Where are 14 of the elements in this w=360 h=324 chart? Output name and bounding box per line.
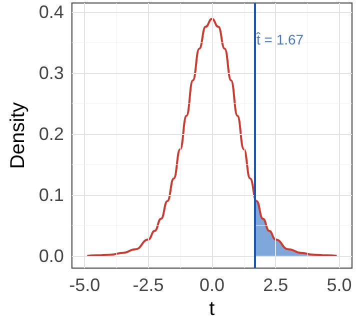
annotation: t̂ = 1.67: [255, 32, 304, 48]
y-tick-label: 0.1: [38, 184, 64, 205]
x-tick-label: 5.0: [326, 275, 352, 296]
line-series: [86, 18, 338, 257]
x-tick-label: -2.5: [132, 275, 164, 296]
x-tick-label: 0.0: [199, 275, 224, 296]
x-axis-title: t: [209, 298, 216, 320]
y-tick-label: 0.4: [38, 2, 64, 22]
x-tick-label: -5.0: [69, 275, 100, 296]
y-axis-title: Density: [7, 102, 29, 169]
y-tick-label: 0.3: [38, 63, 64, 84]
x-tick-label: 2.5: [263, 275, 288, 296]
y-tick-label: 0.0: [38, 246, 64, 266]
y-tick-label: 0.2: [38, 124, 64, 144]
